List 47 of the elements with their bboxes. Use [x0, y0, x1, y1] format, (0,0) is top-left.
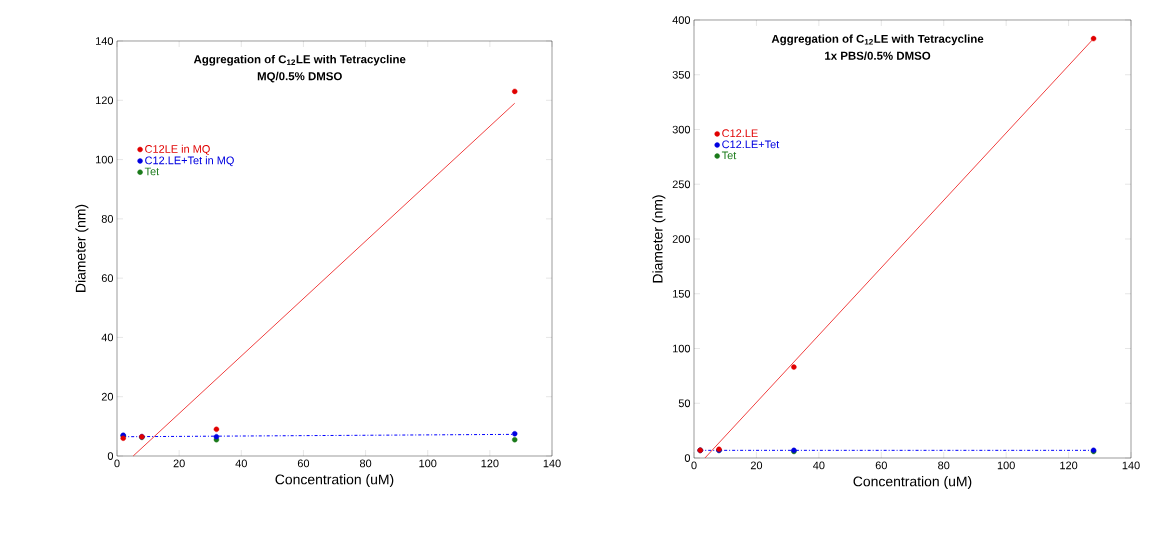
- text: 1x PBS/0.5% DMSO: [825, 51, 931, 60]
- x-tick-label: 40: [813, 461, 825, 470]
- x-tick-label: 120: [481, 459, 499, 468]
- y-tick-label: 100: [96, 155, 114, 164]
- x-axis-title: Concentration (uM): [853, 476, 972, 490]
- y-tick-label: 200: [672, 235, 691, 243]
- x-tick-label: 100: [997, 461, 1015, 470]
- y-tick-label: 0: [107, 452, 114, 460]
- x-axis-title: Concentration (uM): [275, 474, 394, 488]
- y-tick-label: 350: [672, 70, 691, 79]
- x-tick-label: 0: [114, 459, 120, 468]
- y-tick-label: 250: [672, 180, 691, 189]
- x-tick-label: 40: [235, 459, 247, 468]
- y-tick-label: 60: [101, 274, 114, 283]
- y-tick-label: 50: [678, 399, 691, 408]
- text: MQ/0.5% DMSO: [257, 71, 342, 83]
- text: Aggregation of C$_{12}$LE with Tetracycline: [771, 34, 984, 46]
- x-tick-label: 60: [297, 459, 310, 468]
- x-tick-label: 60: [875, 461, 887, 470]
- y-tick-label: 140: [96, 37, 114, 45]
- x-tick-label: 80: [938, 461, 950, 470]
- y-tick-label: 100: [673, 344, 691, 353]
- y-axis-title: Diameter (nm): [75, 204, 89, 292]
- legend-label: Tet: [144, 167, 160, 176]
- x-tick-label: 100: [419, 459, 437, 468]
- y-tick-label: 0: [684, 454, 691, 462]
- y-tick-label: 40: [101, 333, 114, 342]
- legend-label: C12LE in MQ: [145, 144, 210, 155]
- x-tick-label: 0: [691, 461, 697, 470]
- legend-label: C12.LE+Tet in MQ: [145, 156, 234, 167]
- text: Aggregation of C$_{12}$LE with Tetracycline: [193, 54, 406, 66]
- x-tick-label: 20: [173, 459, 185, 468]
- y-tick-label: 300: [672, 125, 691, 134]
- x-tick-label: 140: [543, 459, 561, 468]
- y-tick-label: 20: [101, 392, 114, 401]
- x-tick-label: 80: [359, 459, 372, 468]
- x-tick-label: 20: [750, 461, 763, 470]
- y-tick-label: 150: [673, 289, 691, 298]
- x-tick-label: 140: [1122, 461, 1140, 470]
- y-tick-label: 120: [96, 96, 114, 105]
- legend-label: Tet: [721, 151, 737, 160]
- x-tick-label: 120: [1060, 461, 1078, 470]
- legend-label: C12.LE: [722, 129, 758, 138]
- y-tick-label: 80: [101, 214, 114, 223]
- legend-label: C12.LE+Tet: [722, 140, 780, 149]
- y-tick-label: 400: [672, 16, 691, 24]
- y-axis-title: Diameter (nm): [652, 195, 666, 283]
